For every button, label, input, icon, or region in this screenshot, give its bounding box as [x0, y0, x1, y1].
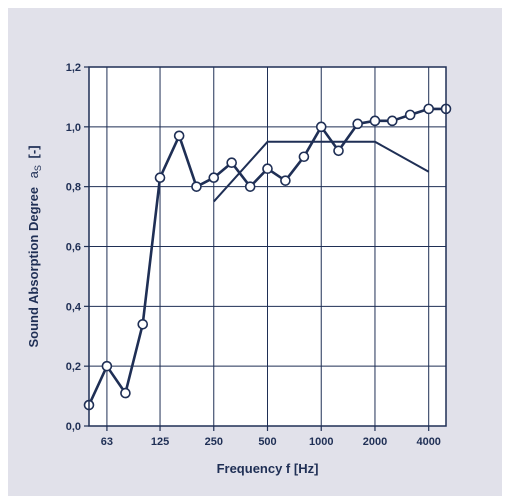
y-axis-title-text: Sound Absorption Degree [26, 187, 41, 348]
data-point-marker [262, 163, 273, 175]
y-axis-title-symbol: a [26, 170, 41, 178]
data-point-marker [208, 172, 220, 183]
reference-series-line [213, 140, 430, 203]
data-point-marker [137, 318, 149, 330]
data-point-marker [369, 115, 381, 127]
x-tick-label: 4000 [416, 436, 440, 448]
x-tick-label: 2000 [363, 436, 387, 448]
data-point-marker [386, 115, 398, 127]
data-point-marker [226, 157, 237, 169]
data-point-marker [315, 121, 327, 133]
x-tick-label: 250 [205, 436, 223, 448]
x-axis-title: Frequency f [Hz] [217, 461, 319, 476]
data-point-marker [173, 130, 185, 142]
data-point-marker [333, 145, 344, 157]
data-point-marker [191, 181, 202, 192]
y-tick-label: 1,0 [66, 122, 81, 134]
x-tick-label: 63 [101, 436, 113, 448]
tick-labels: 63 125 250 500 1000 2000 4000 0,0 0,2 0,4 0,6 0,8 1,… [66, 62, 441, 448]
data-point-marker [423, 103, 435, 115]
sound-absorption-chart: 63 125 250 500 1000 2000 4000 0,0 0,2 0,4 0,6 0,8 1,… [26, 62, 452, 476]
data-point-marker [101, 360, 113, 372]
series-layer [83, 103, 452, 411]
x-tick-label: 125 [151, 436, 169, 448]
y-tick-label: 0,8 [66, 182, 81, 194]
data-point-marker [280, 175, 291, 186]
data-point-marker [120, 387, 131, 399]
data-point-marker [352, 118, 363, 130]
chart-panel: 63 125 250 500 1000 2000 4000 0,0 0,2 0,4 0,6 0,8 1,… [8, 8, 502, 496]
y-tick-label: 1,2 [66, 62, 81, 74]
x-tick-label: 1000 [309, 436, 333, 448]
y-axis-title: Sound Absorption Degree aS [-] [26, 145, 44, 347]
y-tick-label: 0,0 [66, 421, 81, 433]
y-tick-label: 0,2 [66, 361, 81, 373]
data-point-marker [404, 109, 416, 121]
y-axis-title-subscript: S [33, 165, 43, 171]
data-point-marker [154, 172, 166, 183]
data-point-marker [244, 181, 256, 192]
data-point-marker [298, 151, 310, 163]
y-tick-label: 0,4 [66, 301, 82, 313]
x-tick-label: 500 [258, 436, 276, 448]
y-tick-label: 0,6 [66, 242, 81, 254]
y-axis-title-unit: [-] [26, 145, 41, 158]
